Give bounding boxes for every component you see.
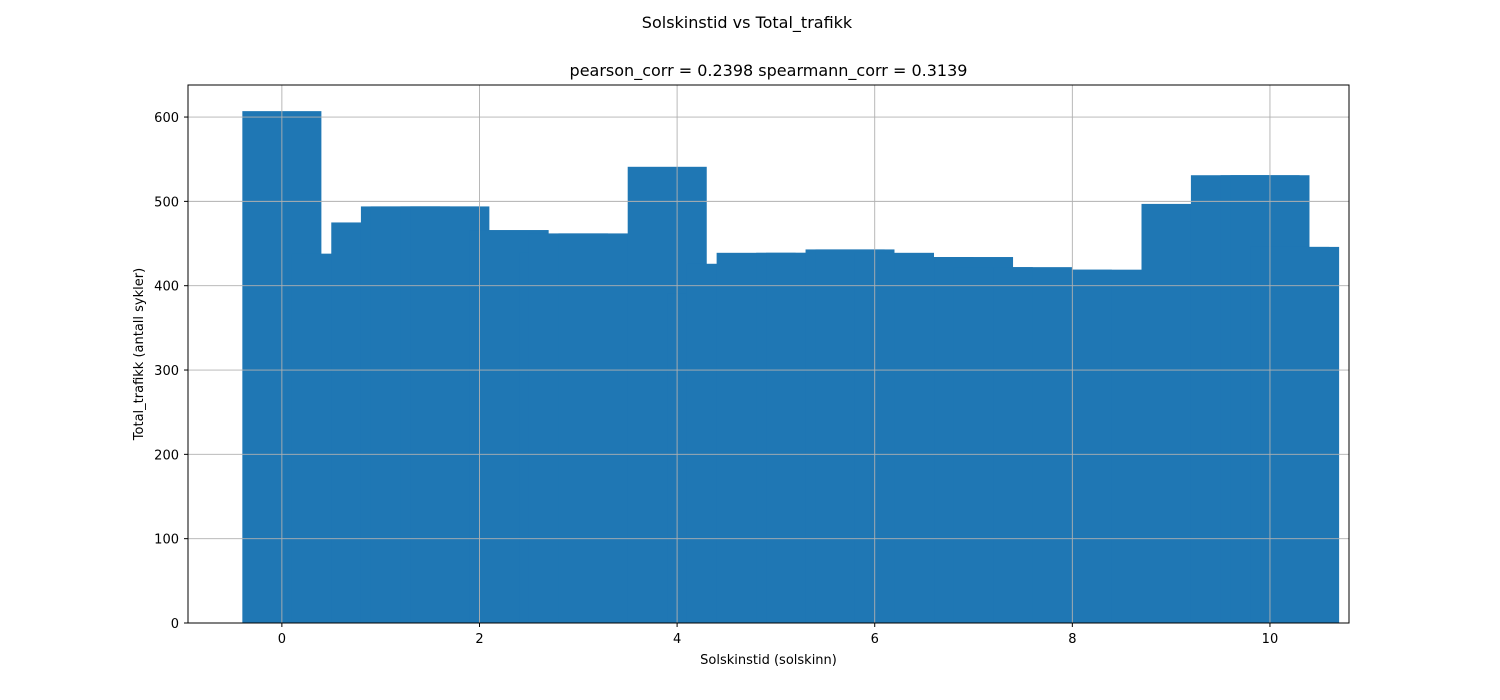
axes-title: pearson_corr = 0.2398 spearmann_corr = 0… [570,61,968,81]
x-tick-label: 6 [871,632,879,647]
x-tick-label: 4 [673,632,681,647]
axes-frame [187,84,1350,624]
y-tick-label: 300 [154,364,179,379]
bars-layer [242,111,1340,624]
y-tick-label: 200 [154,448,179,463]
y-tick-label: 100 [154,533,179,548]
y-tick-label: 400 [154,280,179,295]
x-tick-label: 10 [1262,632,1279,647]
y-tick-label: 0 [171,617,179,632]
axes-layer [187,84,1350,624]
y-tick-label: 500 [154,195,179,210]
y-tick-label: 600 [154,111,179,126]
figure-suptitle: Solskinstid vs Total_trafikk [642,13,853,33]
bar [558,233,638,623]
x-tick-label: 0 [278,632,286,647]
x-axis-label: Solskinstid (solskinn) [700,653,837,668]
x-tick-label: 8 [1068,632,1076,647]
y-axis-label: Total_trafikk (antall sykler) [132,268,147,441]
x-tick-label: 2 [475,632,483,647]
bar [1260,246,1340,624]
